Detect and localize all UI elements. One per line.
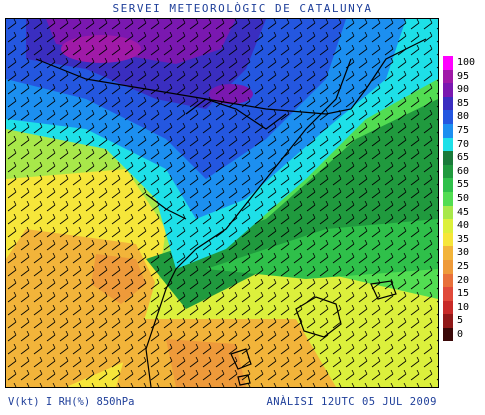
analysis-time-label: ANÀLISI 12UTC 05 JUL 2009: [266, 396, 437, 408]
legend-label: 50: [457, 192, 470, 204]
legend-swatch: [443, 69, 453, 84]
legend-swatch: [443, 191, 453, 206]
border-line: [35, 38, 427, 115]
legend-label: 30: [457, 247, 470, 259]
legend-swatch: [443, 164, 453, 179]
variables-label: V(kt) I RH(%) 850hPa: [8, 396, 135, 408]
legend-label: 90: [457, 84, 470, 96]
legend-swatch: [443, 110, 453, 124]
legend-label: 15: [457, 288, 470, 300]
legend-swatch: [443, 219, 453, 233]
legend-label: 60: [457, 165, 470, 177]
humidity-wind-map: [5, 18, 439, 388]
border-line-pyrenees: [185, 98, 287, 130]
legend-swatch: [443, 56, 453, 70]
legend-item: 90: [443, 83, 481, 97]
legend-item: 15: [443, 287, 481, 301]
legend-item: 20: [443, 273, 481, 288]
legend-item: 80: [443, 110, 481, 124]
legend-item: 35: [443, 232, 481, 247]
legend-item: 10: [443, 300, 481, 315]
island-menorca: [370, 280, 397, 300]
legend-swatch: [443, 232, 453, 247]
page-title: SERVEI METEOROLÒGIC DE CATALUNYA: [112, 2, 373, 15]
legend-item: 25: [443, 259, 481, 274]
legend-label: 5: [457, 315, 464, 327]
map-canvas: [6, 19, 438, 387]
legend-swatch: [443, 178, 453, 192]
legend-label: 85: [457, 97, 470, 109]
legend-label: 0: [457, 328, 464, 340]
legend-swatch: [443, 259, 453, 274]
island-mallorca: [295, 296, 342, 338]
legend-label: 75: [457, 124, 470, 136]
legend-item: 65: [443, 151, 481, 165]
legend-item: 0: [443, 327, 481, 342]
legend-item: 50: [443, 191, 481, 206]
legend-label: 25: [457, 260, 470, 272]
legend-item: 45: [443, 205, 481, 220]
legend-item: 70: [443, 137, 481, 152]
legend-swatch: [443, 300, 453, 315]
legend-item: 75: [443, 123, 481, 138]
legend-label: 70: [457, 138, 470, 150]
legend-label: 40: [457, 220, 470, 232]
legend-label: 10: [457, 301, 470, 313]
legend-item: 95: [443, 69, 481, 84]
legend-item: 100: [443, 56, 481, 70]
legend-item: 30: [443, 246, 481, 260]
legend-swatch: [443, 123, 453, 138]
river-line: [145, 193, 187, 220]
legend-item: 85: [443, 96, 481, 111]
legend-item: 55: [443, 178, 481, 192]
legend-swatch: [443, 205, 453, 220]
legend-label: 35: [457, 233, 470, 245]
legend-swatch: [443, 83, 453, 97]
island-ibiza: [230, 348, 252, 370]
legend-swatch: [443, 273, 453, 288]
legend-item: 40: [443, 219, 481, 233]
legend-swatch: [443, 314, 453, 328]
legend-swatch: [443, 137, 453, 152]
legend-label: 20: [457, 274, 470, 286]
legend-label: 100: [457, 57, 476, 68]
legend-label: 45: [457, 206, 470, 218]
legend-swatch: [443, 287, 453, 301]
wind-barbs: [6, 19, 438, 387]
legend-swatch: [443, 327, 453, 342]
legend-label: 65: [457, 152, 470, 164]
humidity-legend: 100 95 90 85 80 75 70 65 60 55 50 45 40 35 30 25 20 15 10 5…: [443, 56, 481, 342]
legend-label: 55: [457, 179, 470, 191]
coastline: [145, 58, 352, 387]
legend-label: 80: [457, 111, 470, 123]
legend-swatch: [443, 246, 453, 260]
island-formentera: [237, 374, 251, 386]
legend-item: 5: [443, 314, 481, 328]
legend-item: 60: [443, 164, 481, 179]
legend-swatch: [443, 151, 453, 165]
legend-swatch: [443, 96, 453, 111]
legend-label: 95: [457, 70, 470, 82]
